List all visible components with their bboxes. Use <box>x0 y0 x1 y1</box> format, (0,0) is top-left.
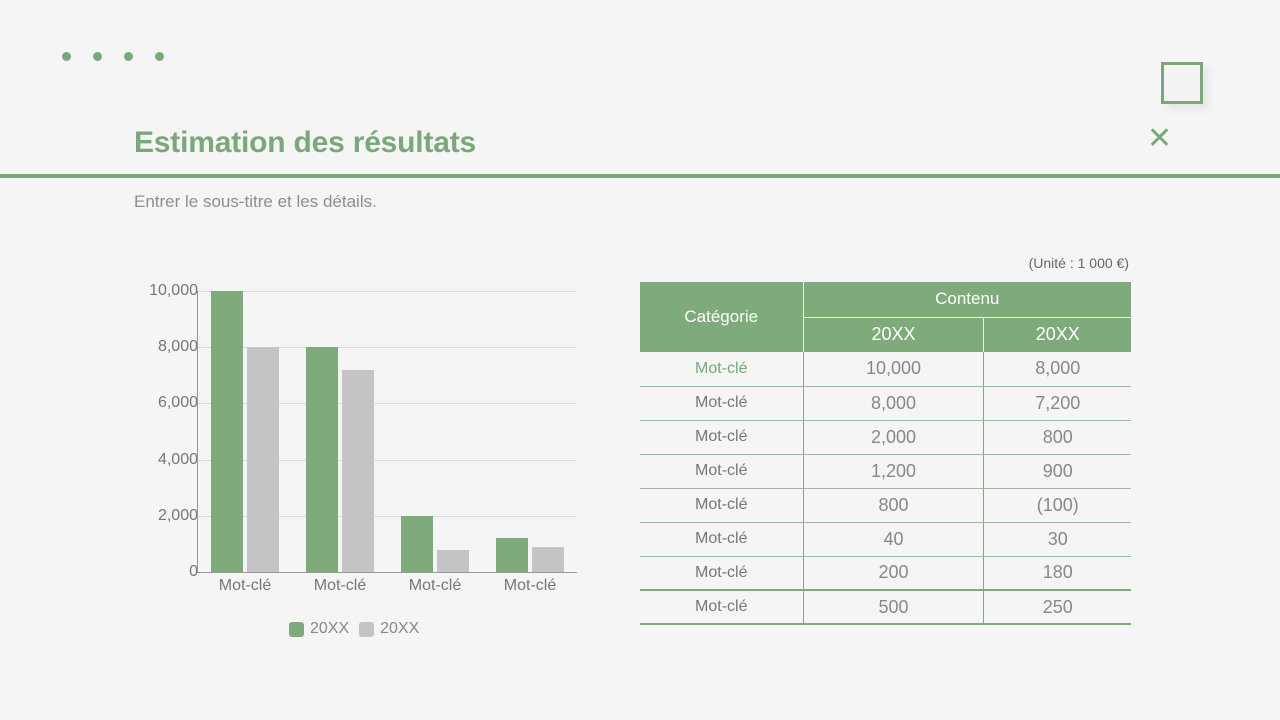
legend-label: 20XX <box>310 620 350 637</box>
header-category: Catégorie <box>640 282 804 352</box>
cell-category: Mot-clé <box>640 454 804 489</box>
legend-swatch-green <box>289 621 304 637</box>
chart-legend: 20XX 20XX <box>289 620 423 638</box>
cell-value: 10,000 <box>803 352 985 387</box>
x-tick-label: Mot-clé <box>313 577 367 594</box>
cell-category: Mot-clé <box>640 352 804 387</box>
legend-swatch-gray <box>359 621 375 637</box>
header-year: 20XX <box>983 317 1131 352</box>
table-row: Mot-clé 8,000 7,200 <box>640 386 1131 421</box>
legend-label: 20XX <box>380 620 420 637</box>
cell-value: 800 <box>803 488 985 523</box>
gridline <box>197 459 577 461</box>
cell-value: 7,200 <box>983 386 1131 421</box>
cell-value: (100) <box>983 488 1131 523</box>
bar <box>496 538 528 572</box>
cell-category: Mot-clé <box>640 420 804 455</box>
bar <box>437 549 469 572</box>
bar-chart: 0 2,000 4,000 6,000 8,000 10,000 Mot-clé Mot-c… <box>130 280 590 594</box>
header-year: 20XX <box>803 317 985 352</box>
table-row: Mot-clé 800 (100) <box>640 488 1131 523</box>
table-row: Mot-clé 200 180 <box>640 556 1131 591</box>
gridline <box>197 403 577 405</box>
cell-value: 2,000 <box>803 420 985 455</box>
decorative-dots <box>62 52 164 61</box>
y-tick-label: 0 <box>189 563 198 580</box>
x-tick-label: Mot-clé <box>408 577 462 594</box>
y-tick-label: 6,000 <box>157 394 198 412</box>
cell-category: Mot-clé <box>640 556 804 591</box>
slide-title: Estimation des résultats <box>134 126 476 159</box>
x-tick-label: Mot-clé <box>218 577 272 594</box>
cell-value: 30 <box>983 522 1131 557</box>
dot-icon <box>62 52 71 61</box>
cell-value: 900 <box>983 454 1131 489</box>
gridline <box>197 515 577 517</box>
cell-value: 180 <box>983 556 1131 591</box>
bar <box>532 546 564 572</box>
header-group: Contenu <box>803 282 1131 318</box>
dot-icon <box>124 52 133 61</box>
y-tick-label: 10,000 <box>149 282 198 299</box>
cell-value: 800 <box>983 420 1131 455</box>
dot-icon <box>155 52 164 61</box>
table-row: Mot-clé 1,200 900 <box>640 454 1131 489</box>
slide-subtitle: Entrer le sous-titre et les détails. <box>134 192 377 211</box>
cell-value: 250 <box>983 589 1131 625</box>
x-axis <box>197 572 577 573</box>
x-tick-label: Mot-clé <box>503 577 557 594</box>
cell-value: 200 <box>803 556 985 591</box>
y-tick-label: 8,000 <box>157 338 198 356</box>
legend-item: 20XX <box>289 620 349 638</box>
bar <box>342 369 374 572</box>
cell-value: 500 <box>803 589 985 625</box>
cell-value: 1,200 <box>803 454 985 489</box>
bar <box>401 515 433 572</box>
square-outline-icon <box>1161 62 1203 104</box>
table-row: Mot-clé 40 30 <box>640 522 1131 557</box>
y-tick-label: 4,000 <box>157 450 198 468</box>
cell-category: Mot-clé <box>640 386 804 421</box>
bar <box>306 347 338 572</box>
gridline <box>197 347 577 349</box>
cell-value: 40 <box>803 522 985 557</box>
cell-category: Mot-clé <box>640 522 804 557</box>
cell-value: 8,000 <box>803 386 985 421</box>
cell-category: Mot-clé <box>640 589 804 625</box>
results-table: Catégorie Contenu 20XX 20XX Mot-clé 10,00… <box>640 282 1131 625</box>
legend-item: 20XX <box>359 620 419 638</box>
bar <box>247 347 279 572</box>
y-axis <box>197 291 198 573</box>
y-tick-label: 2,000 <box>157 506 198 524</box>
bar <box>211 291 243 572</box>
cross-icon: ✕ <box>1147 121 1173 156</box>
table-row: Mot-clé 500 250 <box>640 589 1131 625</box>
title-divider <box>0 174 1280 178</box>
gridline <box>197 291 577 292</box>
unit-note: (Unité : 1 000 €) <box>1028 255 1129 271</box>
dot-icon <box>93 52 102 61</box>
cell-category: Mot-clé <box>640 488 804 523</box>
table-row: Mot-clé 10,000 8,000 <box>640 352 1131 387</box>
cell-value: 8,000 <box>983 352 1131 387</box>
table-row: Mot-clé 2,000 800 <box>640 420 1131 455</box>
